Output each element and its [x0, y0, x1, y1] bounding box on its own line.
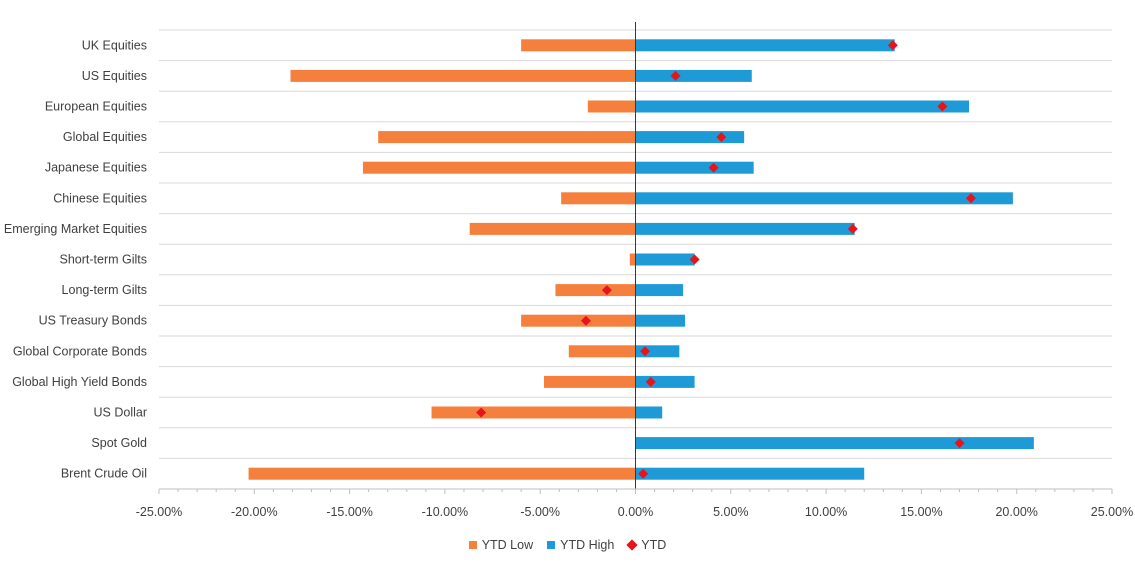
ytd-marker — [689, 254, 700, 265]
axes — [158, 22, 1113, 494]
ytd-marker — [638, 468, 649, 479]
category-label: Emerging Market Equities — [4, 222, 147, 236]
bar-ytd-high — [635, 467, 865, 480]
ytd-marker — [887, 40, 898, 51]
chart-area: UK Equities US Equities European Equities G… — [4, 22, 1133, 519]
bar-ytd-high — [635, 253, 695, 266]
bar-ytd-high — [635, 222, 855, 235]
bar-ytd-low — [568, 345, 636, 358]
category-label: Global Equities — [63, 130, 147, 144]
bar-ytd-high — [635, 284, 684, 297]
ytd-marker — [476, 407, 487, 418]
bar-ytd-low — [544, 375, 636, 388]
bar-ytd-low — [469, 222, 636, 235]
x-tick-label: -10.00% — [422, 505, 469, 519]
legend-item-high: YTD High — [547, 538, 614, 552]
x-tick-label: 5.00% — [713, 505, 748, 519]
category-label: European Equities — [45, 100, 147, 114]
bar-ytd-low — [521, 39, 636, 52]
legend-swatch-low — [468, 541, 477, 549]
ytd-marker — [937, 101, 948, 112]
legend-diamond-ytd — [626, 539, 638, 551]
category-label: US Equities — [82, 69, 147, 83]
category-label: Chinese Equities — [53, 191, 147, 205]
bar-ytd-low — [378, 131, 636, 144]
x-tick-label: -15.00% — [326, 505, 373, 519]
bar-ytd-low — [587, 100, 636, 113]
ytd-marker — [670, 70, 681, 81]
ytd-markers — [476, 40, 976, 479]
ytd-marker — [954, 438, 965, 449]
legend-swatch-high — [547, 541, 556, 549]
x-tick-label: -25.00% — [136, 505, 183, 519]
category-label: Long-term Gilts — [62, 283, 147, 297]
x-tick-label: 20.00% — [995, 505, 1037, 519]
ytd-marker — [716, 132, 727, 143]
ytd-marker — [645, 376, 656, 387]
category-label: UK Equities — [82, 38, 147, 52]
bar-ytd-low — [431, 406, 636, 419]
category-label: Global High Yield Bonds — [12, 375, 147, 389]
x-tick-label: 15.00% — [900, 505, 942, 519]
legend-label-low: YTD Low — [481, 538, 534, 552]
ytd-marker — [640, 346, 651, 357]
bar-ytd-low — [629, 253, 636, 266]
bar-ytd-high — [635, 406, 663, 419]
x-tick-label: -20.00% — [231, 505, 278, 519]
legend: YTD Low YTD High YTD — [0, 538, 1135, 552]
bar-ytd-high — [635, 131, 745, 144]
bar-ytd-high — [635, 100, 970, 113]
bar-ytd-high — [635, 437, 1034, 450]
x-tick-label: -5.00% — [520, 505, 560, 519]
category-label: Brent Crude Oil — [61, 467, 147, 481]
bar-ytd-high — [635, 375, 695, 388]
bars — [248, 39, 1034, 480]
ytd-marker — [601, 285, 612, 296]
ytd-marker — [847, 223, 858, 234]
legend-label-ytd: YTD — [641, 538, 667, 552]
x-tick-label: 25.00% — [1091, 505, 1133, 519]
ytd-marker — [708, 162, 719, 173]
category-label: Short-term Gilts — [59, 253, 147, 267]
bar-ytd-low — [555, 284, 636, 297]
x-tick-label: 10.00% — [805, 505, 847, 519]
bar-ytd-high — [635, 161, 754, 174]
bar-ytd-low — [248, 467, 636, 480]
category-label: US Treasury Bonds — [39, 314, 147, 328]
category-labels: UK Equities US Equities European Equities G… — [4, 38, 147, 480]
category-label: Spot Gold — [91, 436, 147, 450]
ytd-marker — [580, 315, 591, 326]
bar-ytd-low — [290, 69, 636, 82]
bar-ytd-high — [635, 69, 752, 82]
bar-ytd-high — [635, 314, 686, 327]
legend-item-ytd: YTD — [626, 538, 667, 552]
bar-ytd-low — [561, 192, 636, 205]
category-label: Global Corporate Bonds — [13, 344, 147, 358]
ytd-marker — [965, 193, 976, 204]
bar-ytd-low — [362, 161, 636, 174]
bar-ytd-low — [521, 314, 636, 327]
bar-ytd-high — [635, 192, 1013, 205]
x-tick-labels: -25.00% -20.00% -15.00% -10.00% -5.00% 0.00% 5… — [136, 505, 1133, 519]
x-tick-label: 0.00% — [618, 505, 653, 519]
category-label: US Dollar — [94, 406, 148, 420]
category-label: Japanese Equities — [45, 161, 147, 175]
legend-label-high: YTD High — [560, 538, 615, 552]
legend-item-low: YTD Low — [468, 538, 534, 552]
bar-ytd-high — [635, 39, 895, 52]
